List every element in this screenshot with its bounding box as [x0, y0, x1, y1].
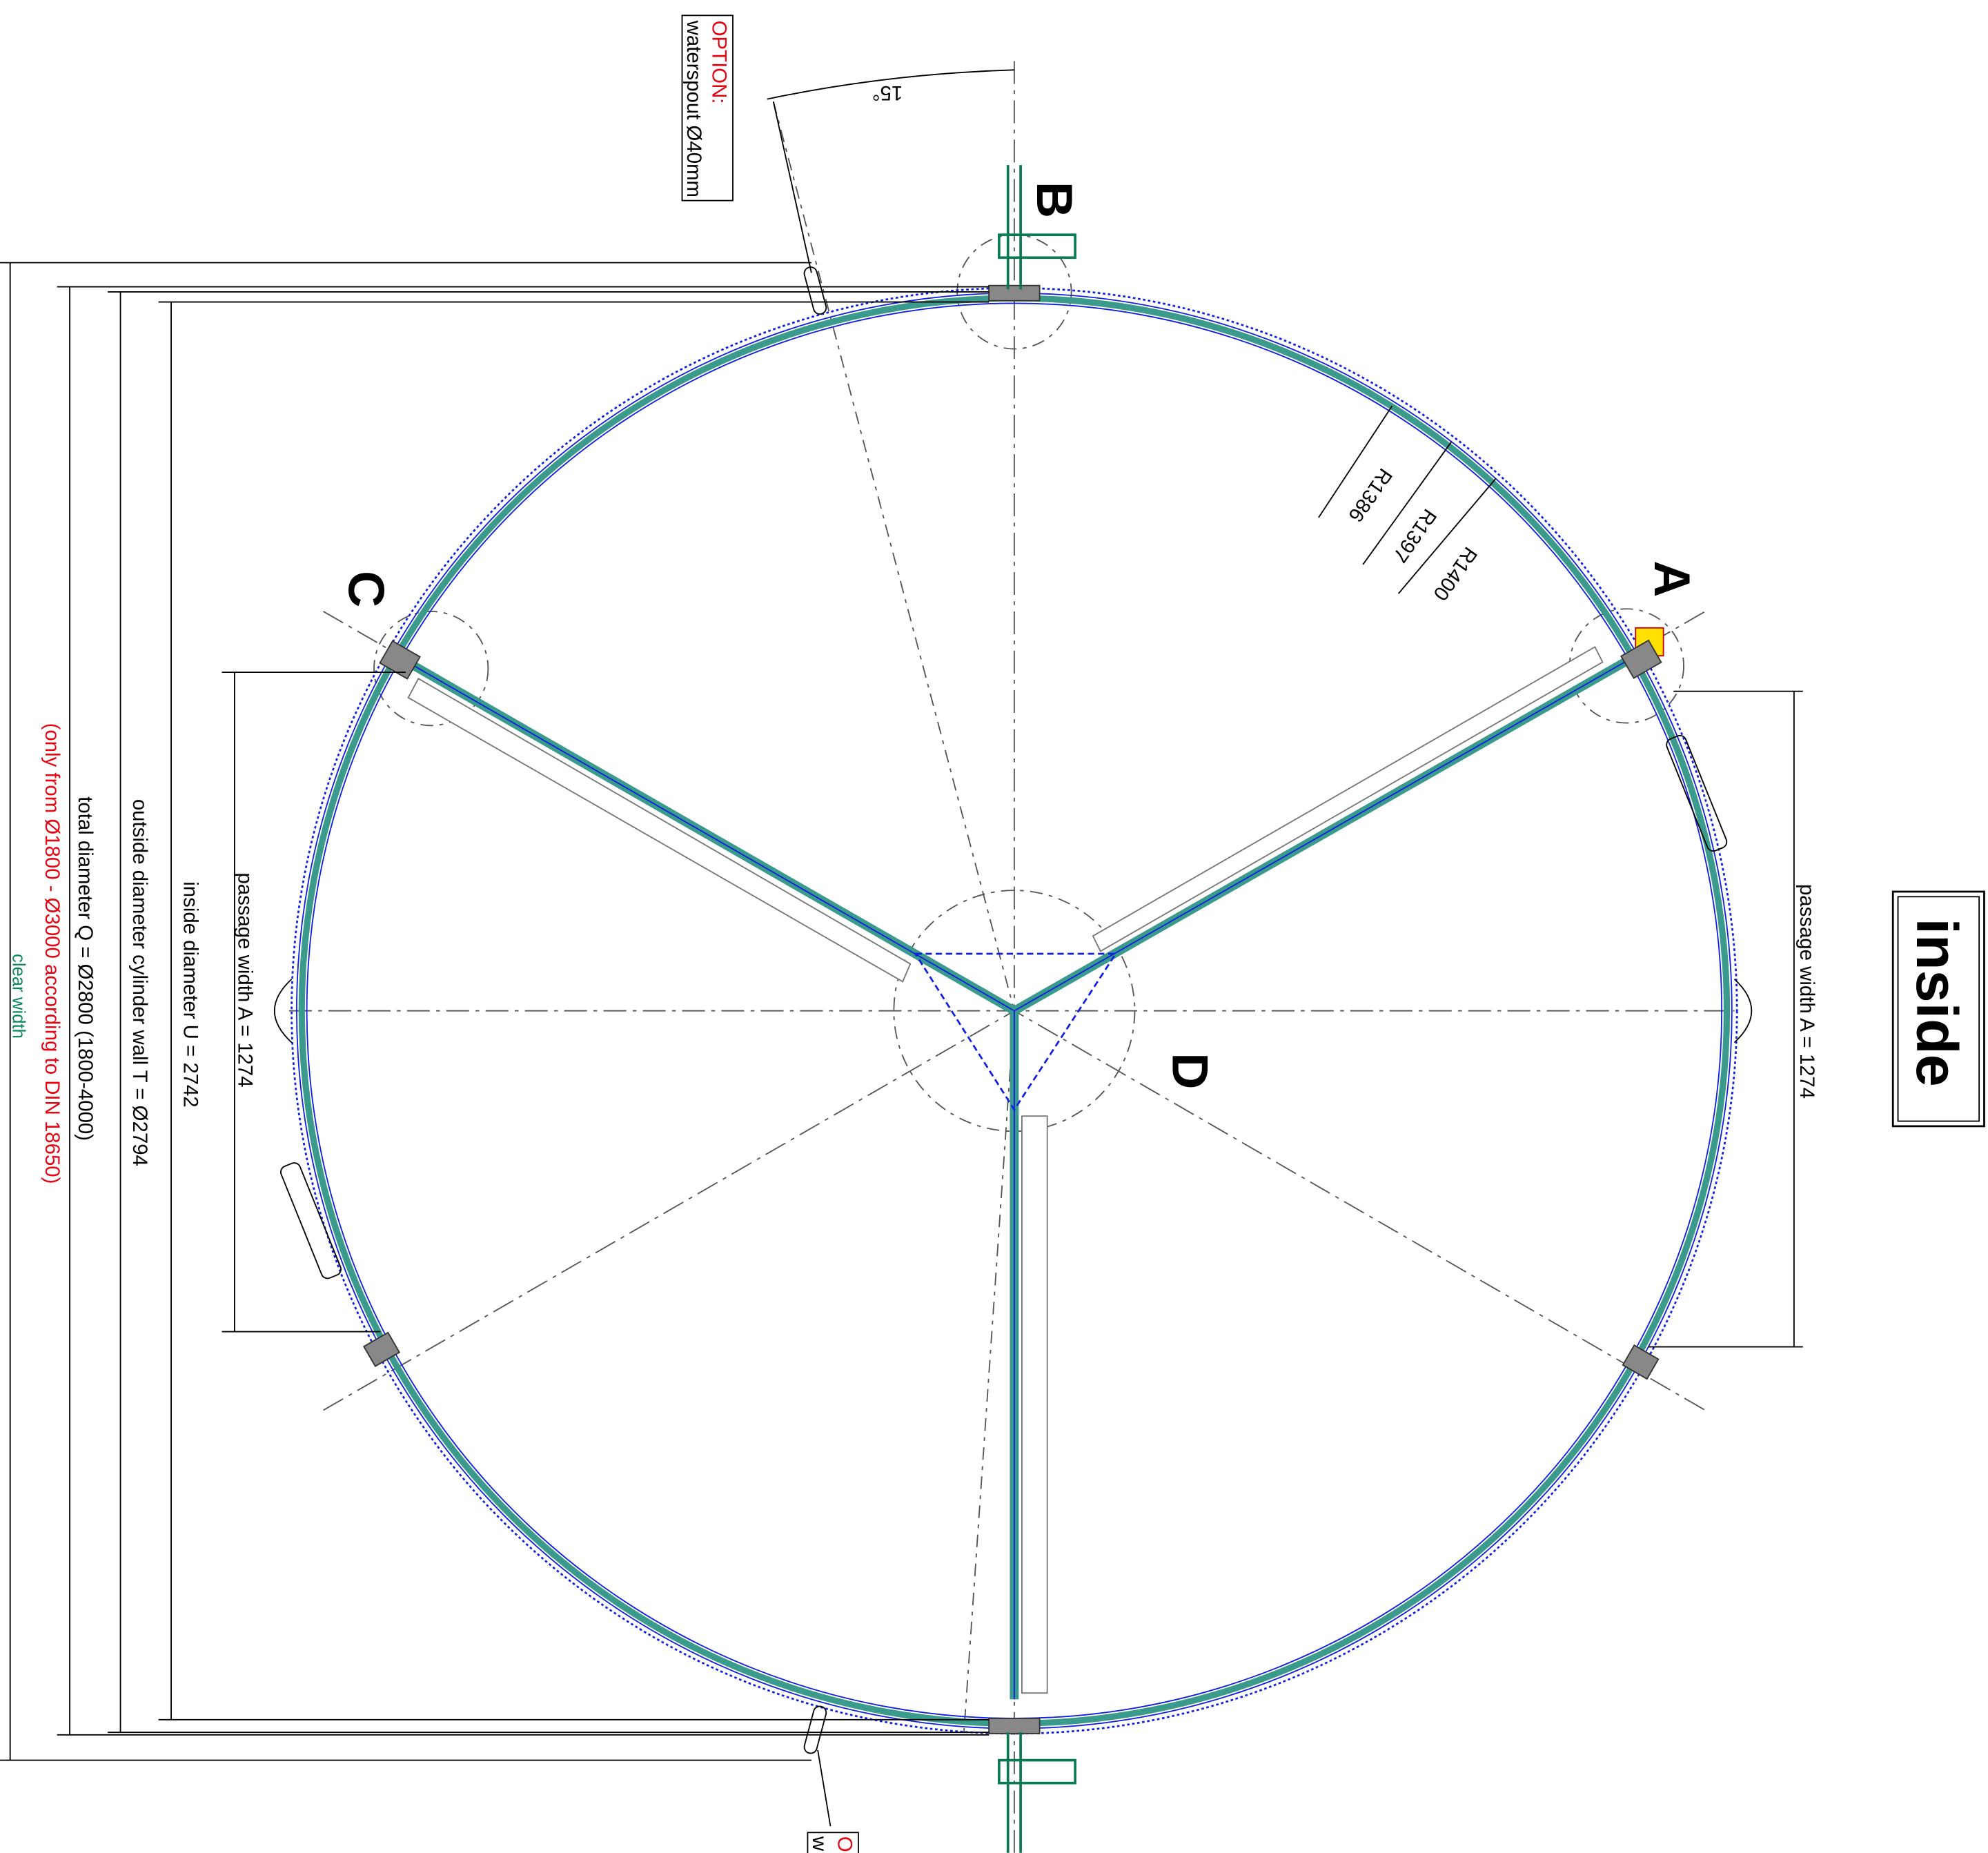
option-text: w [808, 1836, 831, 1852]
option-title: O [834, 1836, 856, 1852]
point-label: B [1026, 182, 1083, 218]
dimension-note: (only from Ø1800 - Ø3000 according to DI… [41, 723, 63, 1184]
point-label: C [337, 571, 395, 607]
outer-panels [274, 266, 1753, 1827]
radius-label: R1386 [1344, 464, 1397, 526]
option-box [681, 14, 734, 202]
angle-label: 15° [872, 81, 903, 104]
radius-leaders [1318, 405, 1497, 594]
point-label: D [1162, 1052, 1219, 1089]
side-label: inside [1905, 919, 1970, 1087]
dimension-lines [0, 262, 1803, 1761]
side-box [1897, 896, 1980, 1122]
side-box [1891, 890, 1985, 1128]
dimension-note: clear width [8, 954, 28, 1039]
dimension-label: outside diameter cylinder wall T = Ø2794 [128, 799, 151, 1166]
radius-label: R1400 [1428, 542, 1482, 605]
option-text: waterspout Ø40mm [682, 20, 705, 197]
hinges [998, 165, 1076, 1853]
door-leaves [363, 284, 1664, 1734]
option-title: OPTION: [708, 21, 731, 104]
dimension-label: passage width A = 1274 [233, 872, 256, 1087]
point-label: A [1644, 560, 1701, 597]
option-box [807, 1832, 859, 1853]
dimension-label: passage width A = 1274 [1795, 884, 1818, 1099]
radius-label: R1397 [1388, 504, 1441, 567]
dimension-label: total diameter Q = Ø2800 (1800-4000) [74, 796, 97, 1141]
dimension-label: inside diameter U = 2742 [179, 881, 201, 1107]
detail-circles [373, 234, 1684, 1133]
